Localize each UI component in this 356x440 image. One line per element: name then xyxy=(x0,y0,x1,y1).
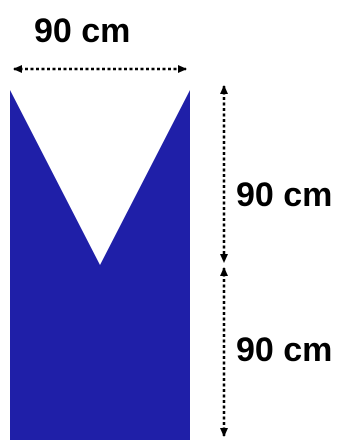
lower-height-dimension-label: 90 cm xyxy=(236,331,333,369)
upper-height-dimension-label: 90 cm xyxy=(236,176,333,214)
notched-banner-shape xyxy=(10,90,190,440)
width-dimension-label: 90 cm xyxy=(34,12,131,50)
